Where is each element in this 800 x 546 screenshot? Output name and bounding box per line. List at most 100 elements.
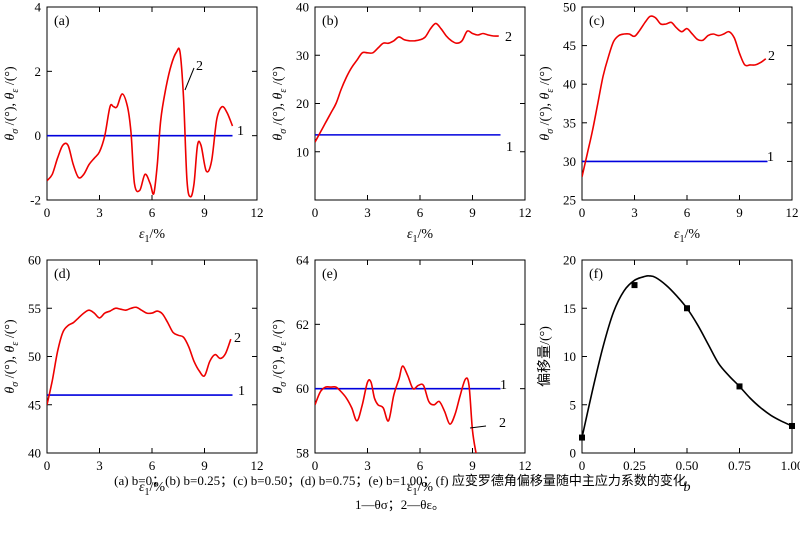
y-tick-label: 50 xyxy=(563,0,576,15)
x-tick-label: 12 xyxy=(251,205,264,220)
series-line-2 xyxy=(315,22,499,143)
panel-label: (e) xyxy=(322,267,338,282)
x-tick-label: 9 xyxy=(469,458,476,473)
y-tick-label: 40 xyxy=(563,77,576,92)
x-tick-label: 12 xyxy=(786,205,799,220)
label-leader-line xyxy=(184,67,195,91)
x-tick-label: 6 xyxy=(684,205,691,220)
series-line-2 xyxy=(582,15,767,177)
figure-caption-line2: 1—θσ；2—θε。 xyxy=(355,497,445,512)
plot-frame xyxy=(46,6,258,201)
x-tick-label: 3 xyxy=(96,205,103,220)
y-axis-label: θσ /(°), θε /(°) xyxy=(3,66,21,141)
y-tick-label: 5 xyxy=(570,397,577,412)
y-tick-label: 0 xyxy=(35,128,42,143)
x-tick-label: 6 xyxy=(149,205,156,220)
y-tick-label: 60 xyxy=(28,253,41,268)
x-tick-label: 0 xyxy=(44,458,51,473)
x-axis-label: ε1/% xyxy=(139,227,165,245)
x-tick-label: 12 xyxy=(519,458,532,473)
x-tick-label: 6 xyxy=(417,205,424,220)
x-tick-label: 0 xyxy=(44,205,51,220)
y-tick-label: 35 xyxy=(563,115,576,130)
x-tick-label: 0 xyxy=(579,205,586,220)
x-tick-label: 9 xyxy=(469,205,476,220)
label-leader-line xyxy=(469,425,487,429)
x-tick-label: 9 xyxy=(736,205,743,220)
y-tick-label: 10 xyxy=(563,349,576,364)
x-tick-label: 9 xyxy=(201,205,208,220)
x-axis-label: b xyxy=(684,480,691,495)
y-tick-label: 30 xyxy=(296,48,309,63)
x-tick-label: 9 xyxy=(201,458,208,473)
y-axis-label: 偏移量/(°) xyxy=(537,326,553,387)
x-axis-label: ε1/% xyxy=(407,480,433,498)
series-label-2: 2 xyxy=(499,416,506,431)
y-tick-label: 50 xyxy=(28,349,41,364)
data-point xyxy=(631,282,638,289)
series-label-1: 1 xyxy=(506,140,513,155)
y-tick-label: 15 xyxy=(563,301,576,316)
y-tick-label: 58 xyxy=(296,446,309,461)
series-line-2 xyxy=(47,306,232,405)
y-tick-label: 64 xyxy=(296,253,310,268)
y-tick-label: 20 xyxy=(563,253,576,268)
y-tick-label: 55 xyxy=(28,301,41,316)
figure-caption-line1: (a) b=0；(b) b=0.25；(c) b=0.50；(d) b=0.75… xyxy=(114,473,686,488)
y-tick-label: 40 xyxy=(28,446,41,461)
x-tick-label: 1.00 xyxy=(781,458,800,473)
y-tick-label: 20 xyxy=(296,96,309,111)
chart-panel-f: 0 0.25 0.50 0.75 1.00 0 5 10 15 20 (f) b 偏移量/(°) xyxy=(537,253,800,496)
fit-curve xyxy=(582,275,792,438)
x-tick-label: 12 xyxy=(251,458,264,473)
x-tick-label: 6 xyxy=(417,458,424,473)
x-tick-label: 12 xyxy=(519,205,532,220)
y-tick-label: 10 xyxy=(296,144,309,159)
panel-label: (f) xyxy=(589,267,603,282)
panel-label: (d) xyxy=(54,267,71,282)
x-axis-label: ε1/% xyxy=(139,480,165,498)
y-tick-label: 45 xyxy=(563,38,576,53)
panel-label: (c) xyxy=(589,14,605,29)
series-label-2: 2 xyxy=(196,59,203,74)
x-tick-label: 3 xyxy=(96,458,103,473)
x-axis-label: ε1/% xyxy=(407,227,433,245)
y-tick-label: 30 xyxy=(563,154,576,169)
plot-frame xyxy=(581,259,793,454)
series-label-2: 2 xyxy=(234,331,241,346)
plot-frame xyxy=(581,6,793,201)
series-label-1: 1 xyxy=(238,384,245,399)
x-tick-label: 3 xyxy=(364,458,371,473)
series-label-2: 2 xyxy=(505,30,512,45)
y-axis-label: θσ /(°), θε /(°) xyxy=(538,66,556,141)
y-axis-label: θσ /(°), θε /(°) xyxy=(271,66,289,141)
x-tick-label: 0 xyxy=(579,458,586,473)
series-label-1: 1 xyxy=(237,124,244,139)
y-tick-label: -2 xyxy=(30,193,41,208)
x-axis-label: ε1/% xyxy=(674,227,700,245)
y-tick-label: 62 xyxy=(296,317,309,332)
y-tick-label: 40 xyxy=(296,0,309,15)
y-tick-label: 25 xyxy=(563,193,576,208)
x-tick-label: 0.25 xyxy=(623,458,646,473)
y-tick-label: 45 xyxy=(28,397,41,412)
x-tick-label: 6 xyxy=(149,458,156,473)
panel-label: (a) xyxy=(54,14,70,29)
plot-frame xyxy=(314,259,526,454)
series-line-2 xyxy=(47,47,234,198)
x-tick-label: 0 xyxy=(312,458,319,473)
y-tick-label: 0 xyxy=(570,446,577,461)
x-tick-label: 0.50 xyxy=(676,458,699,473)
plot-frame xyxy=(46,259,258,454)
y-axis-label: θσ /(°), θε /(°) xyxy=(3,319,21,394)
x-tick-label: 3 xyxy=(364,205,371,220)
y-tick-label: 2 xyxy=(35,64,42,79)
y-tick-label: 4 xyxy=(35,0,42,15)
y-axis-label: θσ /(°), θε /(°) xyxy=(271,319,289,394)
